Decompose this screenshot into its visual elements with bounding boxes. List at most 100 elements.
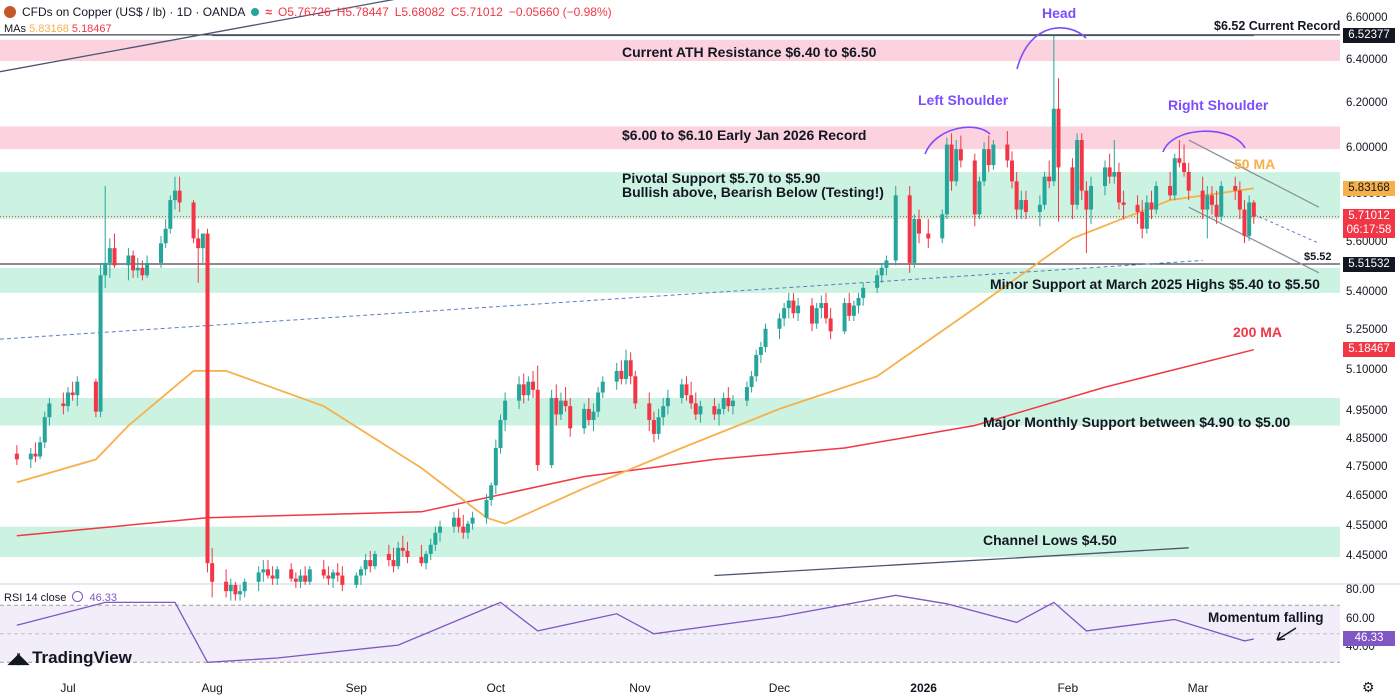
price-tick-label: 6.60000 [1346,12,1388,24]
candle [1107,153,1112,184]
candle [526,376,531,401]
candle-body [758,347,763,355]
candle-body [1149,202,1154,210]
candle [712,397,717,420]
candle-body [112,248,117,266]
candle-body [289,569,294,579]
price-tick-label: 5.25000 [1346,324,1388,337]
candle-body [912,219,917,263]
candle [256,566,261,592]
candle [191,200,196,244]
candle [777,313,782,340]
ma50-value: 5.83168 [29,23,69,35]
candle-body [558,400,563,415]
price-tick-label: 4.95000 [1346,404,1388,417]
candle [958,135,963,168]
rsi-settings-icon[interactable] [72,591,84,602]
candle [1205,185,1210,239]
rsi-value: 46.33 [89,592,118,604]
zone-1 [0,126,1340,150]
candle [628,352,633,385]
rsi-tick-label: 80.00 [1346,584,1375,596]
candle [1019,190,1024,220]
candle-body [1140,211,1145,229]
candle-body [977,181,982,215]
candle-body [1186,172,1191,191]
candle-body [103,262,108,276]
candle [586,397,591,426]
candle-body [391,560,396,567]
candle-body [661,406,666,418]
symbol-title[interactable]: CFDs on Copper (US$ / lb) · 1D · OANDA [22,5,246,19]
candle-body [884,260,889,268]
candle [168,195,173,234]
candle [61,392,66,415]
candle [591,403,596,432]
candle [265,560,270,579]
ann-head: Head [1042,5,1077,21]
candle [461,514,466,539]
price-tick-label: 4.65000 [1346,489,1388,502]
candle-body [986,149,991,166]
candle-body [624,360,629,379]
candle-body [1107,167,1112,177]
candle-body [38,442,43,457]
candle-body [1051,108,1056,182]
zone-3 [0,267,1340,293]
settings-gear-icon[interactable]: ⚙ [1362,679,1375,695]
candle [856,292,861,314]
candle [698,400,703,423]
candle [433,526,438,551]
candle [684,376,689,401]
candle-body [265,569,270,576]
candle [568,397,573,437]
candle-body [568,406,573,429]
price-tick-label: 5.10000 [1346,363,1388,376]
ma-legend[interactable]: MAs 5.83168 5.18467 [4,23,112,35]
candle [489,482,494,506]
candle [814,303,819,329]
candle-body [717,408,722,415]
rsi-legend[interactable]: RSI 14 close 46.33 [4,591,117,604]
candle-body [1009,160,1014,182]
candle [335,563,340,582]
ma200-line [16,348,1254,537]
candle-body [1200,190,1205,210]
candle-body [712,406,717,415]
low-value: L5.68082 [394,5,445,19]
candle [828,308,833,340]
candle-body [93,381,98,412]
candle [679,378,684,404]
candle-body [596,392,601,412]
ann-ma50: 50 MA [1234,156,1276,172]
ann-level-552: $5.52 [1304,251,1332,263]
price-tick-label: 6.00000 [1346,142,1388,155]
candle [428,538,433,561]
candle-body [326,575,331,579]
candle-body [261,569,266,573]
candle [875,270,880,293]
candle-body [396,547,401,567]
candle-body [582,408,587,429]
candle-body [563,400,568,407]
candle-body [726,397,731,407]
candle [358,566,363,585]
candle [1009,151,1014,189]
candle [1251,200,1256,224]
candle-body [470,517,475,524]
high-value: H5.78447 [336,5,389,19]
candle [693,392,698,420]
candle [1037,195,1042,227]
candle-body [14,453,19,460]
change-value: −0.05660 (−0.98%) [508,5,612,19]
candle [275,566,280,585]
tradingview-logo[interactable]: ◢◣ TradingView [8,648,132,668]
candle-body [419,557,424,564]
candle [563,387,568,412]
lines-layer [0,0,1340,577]
open-value: O5.76726 [277,5,331,19]
candle-body [465,523,470,533]
candle-body [1079,140,1084,191]
ma50-line [16,187,1254,525]
